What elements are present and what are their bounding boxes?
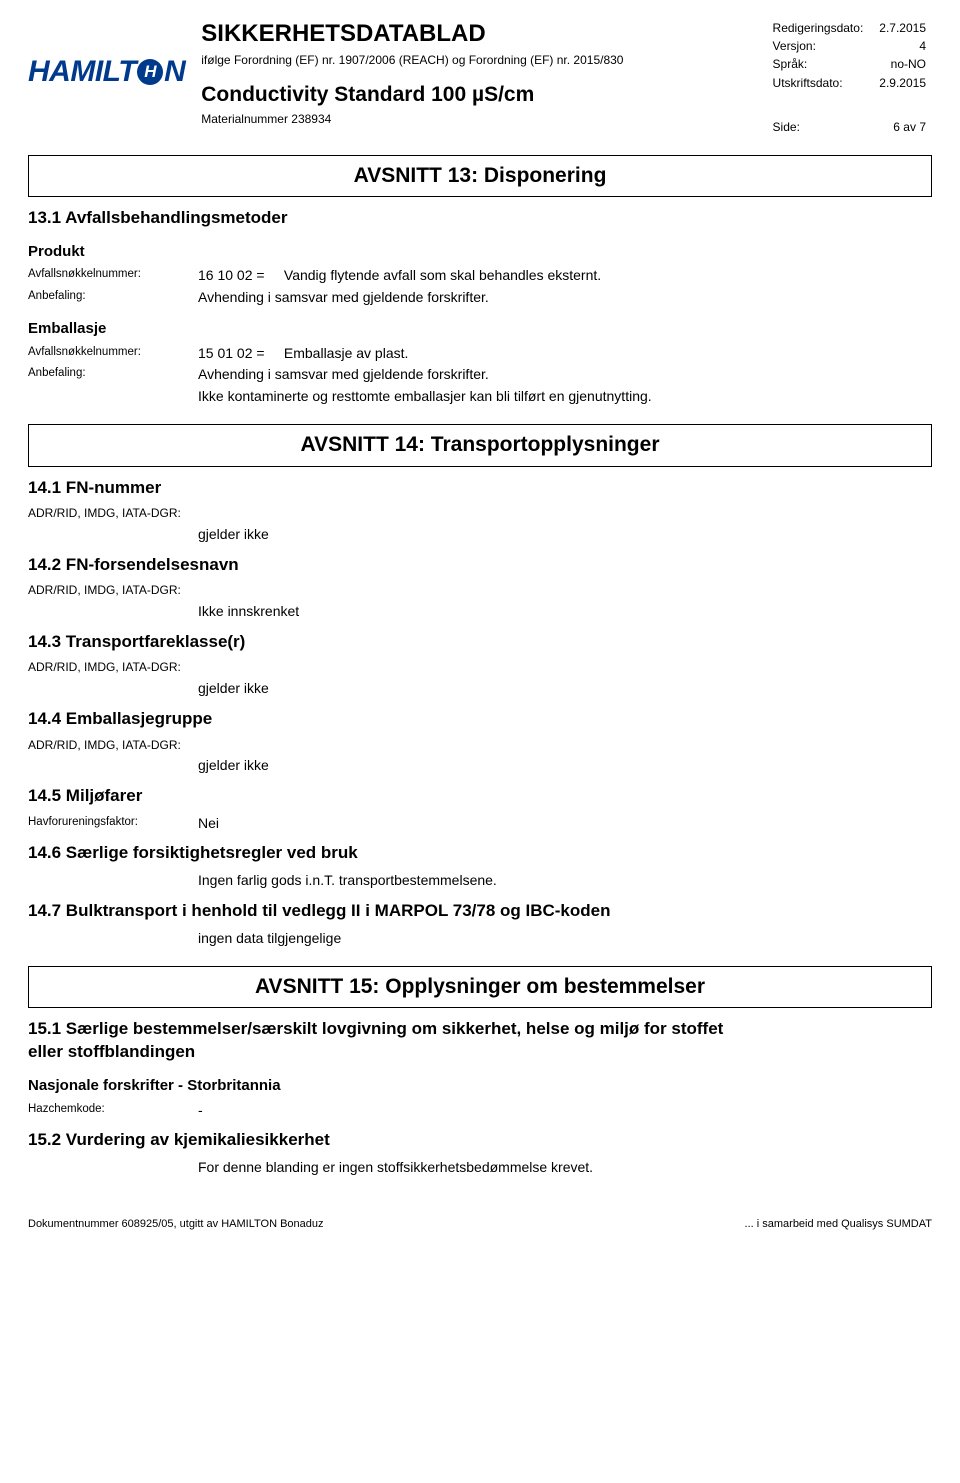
print-date-label: Utskriftsdato:: [773, 75, 868, 91]
footer-right: ... i samarbeid med Qualisys SUMDAT: [745, 1217, 932, 1232]
rec-label: Anbefaling:: [28, 288, 198, 307]
s13-product-keyrow: Avfallsnøkkelnummer: 16 10 02 = Vandig f…: [28, 266, 932, 285]
page-footer: Dokumentnummer 608925/05, utgitt av HAMI…: [28, 1213, 932, 1232]
s14-h6: 14.6 Særlige forsiktighetsregler ved bru…: [28, 842, 932, 865]
s14-h7: 14.7 Bulktransport i henhold til vedlegg…: [28, 900, 932, 923]
material-number: Materialnummer 238934: [201, 111, 754, 127]
section-14-title: AVSNITT 14: Transportopplysninger: [28, 424, 932, 466]
logo-text-post: N: [164, 52, 185, 93]
s14-h2-val: Ikke innskrenket: [198, 602, 932, 621]
e-code: 15 01 02 =: [198, 344, 280, 363]
logo-emblem-icon: H: [137, 59, 163, 85]
logo-text-pre: HAMILT: [28, 52, 136, 93]
s14-h6-val: Ingen farlig gods i.n.T. transportbestem…: [198, 871, 932, 890]
page-num: 6 av 7: [869, 119, 930, 135]
marine-pollutant-val: Nei: [198, 814, 932, 833]
marine-pollutant-label: Havforureningsfaktor:: [28, 814, 198, 833]
document-title: SIKKERHETSDATABLAD: [201, 18, 754, 50]
s14-h1-val: gjelder ikke: [198, 525, 932, 544]
adr-4: ADR/RID, IMDG, IATA-DGR:: [28, 737, 932, 753]
s15-h2: 15.2 Vurdering av kjemikaliesikkerhet: [28, 1129, 932, 1152]
adr-1: ADR/RID, IMDG, IATA-DGR:: [28, 505, 932, 521]
s14-h3-val: gjelder ikke: [198, 679, 932, 698]
s15-h1b: eller stoffblandingen: [28, 1041, 932, 1064]
section-15-title: AVSNITT 15: Opplysninger om bestemmelser: [28, 966, 932, 1008]
header-center: SIKKERHETSDATABLAD ifølge Forordning (EF…: [201, 18, 754, 127]
s14-h5: 14.5 Miljøfarer: [28, 785, 932, 808]
e-code-desc: Emballasje av plast.: [284, 345, 409, 361]
rec-label-2: Anbefaling:: [28, 365, 198, 384]
s15-h1a: 15.1 Særlige bestemmelser/særskilt lovgi…: [28, 1018, 932, 1041]
p-code-desc: Vandig flytende avfall som skal behandle…: [284, 267, 601, 283]
lang-label: Språk:: [773, 56, 868, 72]
waste-key-label: Avfallsnøkkelnummer:: [28, 266, 198, 285]
footer-left: Dokumentnummer 608925/05, utgitt av HAMI…: [28, 1217, 324, 1232]
p-rec: Avhending i samsvar med gjeldende forskr…: [198, 288, 932, 307]
page-header: HAMILT H N SIKKERHETSDATABLAD ifølge For…: [28, 18, 932, 137]
hamilton-logo: HAMILT H N: [28, 52, 185, 93]
s15-h2-val: For denne blanding er ingen stoffsikkerh…: [198, 1158, 932, 1177]
e-rec1: Avhending i samsvar med gjeldende forskr…: [198, 365, 932, 384]
waste-key-val-2: 15 01 02 = Emballasje av plast.: [198, 344, 932, 363]
header-meta: Redigeringsdato:2.7.2015 Versjon:4 Språk…: [771, 18, 932, 137]
p-code: 16 10 02 =: [198, 266, 280, 285]
s14-h2: 14.2 FN-forsendelsesnavn: [28, 554, 932, 577]
s15-nat: Nasjonale forskrifter - Storbritannia: [28, 1076, 932, 1096]
section-13-title: AVSNITT 13: Disponering: [28, 155, 932, 197]
s13-emballasje: Emballasje: [28, 319, 932, 339]
hazchem-label: Hazchemkode:: [28, 1101, 198, 1120]
s13-produkt: Produkt: [28, 242, 932, 262]
s15-haz-row: Hazchemkode: -: [28, 1101, 932, 1120]
version-label: Versjon:: [773, 38, 868, 54]
s13-emb-recrow: Anbefaling: Avhending i samsvar med gjel…: [28, 365, 932, 384]
s14-h4: 14.4 Emballasjegruppe: [28, 708, 932, 731]
hazchem-val: -: [198, 1101, 932, 1120]
product-title: Conductivity Standard 100 µS/cm: [201, 81, 754, 109]
print-date: 2.9.2015: [869, 75, 930, 91]
version: 4: [869, 38, 930, 54]
waste-key-val: 16 10 02 = Vandig flytende avfall som sk…: [198, 266, 932, 285]
lang: no-NO: [869, 56, 930, 72]
s14-h7-val: ingen data tilgjengelige: [198, 929, 932, 948]
s14-h4-val: gjelder ikke: [198, 756, 932, 775]
edit-date-label: Redigeringsdato:: [773, 20, 868, 36]
adr-2: ADR/RID, IMDG, IATA-DGR:: [28, 582, 932, 598]
s14-h5-row: Havforureningsfaktor: Nei: [28, 814, 932, 833]
s13-product-recrow: Anbefaling: Avhending i samsvar med gjel…: [28, 288, 932, 307]
s13-emb-keyrow: Avfallsnøkkelnummer: 15 01 02 = Emballas…: [28, 344, 932, 363]
waste-key-label-2: Avfallsnøkkelnummer:: [28, 344, 198, 363]
page-label: Side:: [773, 119, 868, 135]
s14-h3: 14.3 Transportfareklasse(r): [28, 631, 932, 654]
s14-h1: 14.1 FN-nummer: [28, 477, 932, 500]
document-subtitle: ifølge Forordning (EF) nr. 1907/2006 (RE…: [201, 52, 754, 68]
s13-h1: 13.1 Avfallsbehandlingsmetoder: [28, 207, 932, 230]
logo-wrap: HAMILT H N: [28, 18, 185, 93]
adr-3: ADR/RID, IMDG, IATA-DGR:: [28, 659, 932, 675]
edit-date: 2.7.2015: [869, 20, 930, 36]
e-rec2: Ikke kontaminerte og resttomte emballasj…: [198, 387, 932, 406]
meta-table: Redigeringsdato:2.7.2015 Versjon:4 Språk…: [771, 18, 932, 137]
